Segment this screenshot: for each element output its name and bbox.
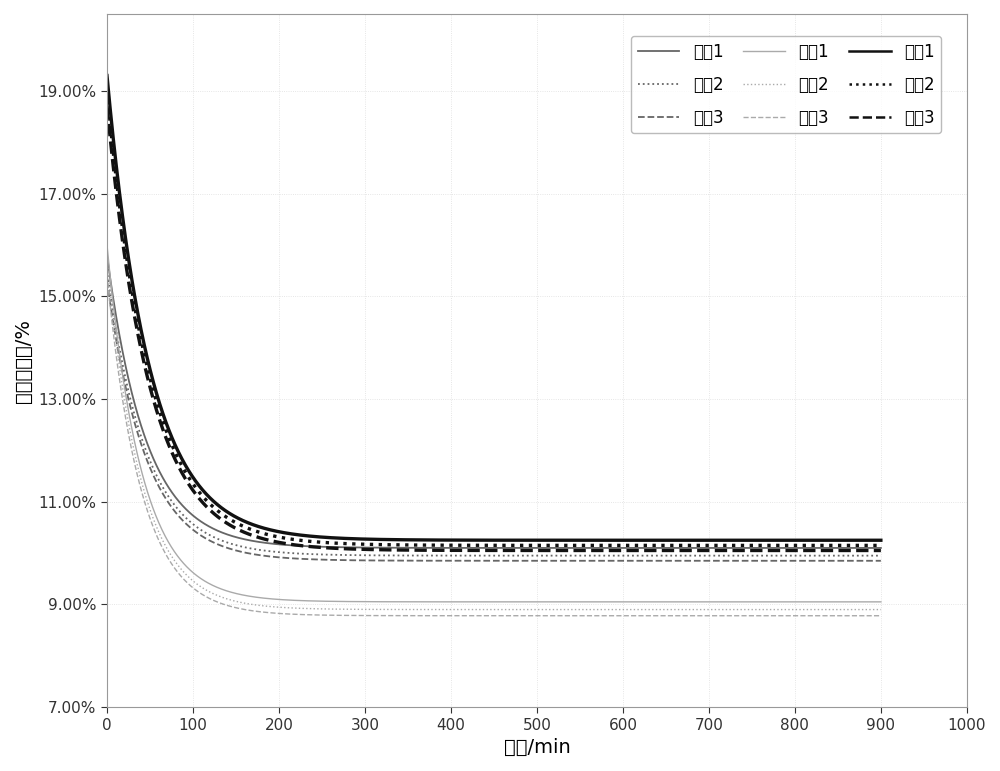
梗乒1 [477,536,489,545]
梗乒2 [477,540,489,550]
膨乒3 [710,611,722,621]
Line: 膨乒2: 膨乒2 [107,261,881,610]
叶乒3 [140,454,152,463]
梗乒1 [101,71,113,80]
膨乒3 [457,611,469,621]
叶乒3 [852,556,864,565]
叶乒1 [875,544,887,553]
梗乒3 [852,546,864,555]
膨乒3 [477,611,489,621]
Legend: 叶乒1, 叶乒2, 叶乒3, 膨乒1, 膨乒2, 膨乒3, 梗乒1, 梗乒2, 梗乒3: 叶乒1, 叶乒2, 叶乒3, 膨乒1, 膨乒2, 膨乒3, 梗乒1, 梗乒2, … [631,36,941,133]
Line: 叶乒2: 叶乒2 [107,271,881,556]
Line: 梗乒2: 梗乒2 [107,91,881,545]
梗乒3 [140,369,152,378]
叶乒2 [710,551,722,561]
叶乒1 [140,436,152,446]
梗乒3 [875,546,887,555]
叶乒3 [477,556,489,565]
叶乒1 [710,544,722,553]
Line: 梗乒1: 梗乒1 [107,76,881,540]
膨乒1 [140,484,152,493]
梗乒2 [875,540,887,550]
叶乒1 [477,544,489,553]
叶乒1 [457,544,469,553]
Y-axis label: 干基含水率/%: 干基含水率/% [14,318,33,402]
膨乒1 [852,598,864,607]
膨乒2 [710,605,722,614]
膨乒2 [875,605,887,614]
膨乒2 [852,605,864,614]
梗乒1 [875,536,887,545]
梗乒2 [140,359,152,369]
叶乒3 [875,556,887,565]
梗乒1 [140,350,152,359]
梗乒3 [852,546,864,555]
膨乒1 [457,598,469,607]
梗乒1 [457,536,469,545]
Line: 膨乒3: 膨乒3 [107,276,881,616]
叶乒1 [852,544,864,553]
梗乒2 [852,540,864,550]
膨乒1 [710,598,722,607]
膨乒1 [875,598,887,607]
梗乒1 [852,536,864,545]
膨乒3 [140,503,152,513]
膨乒3 [852,611,864,621]
梗乒2 [101,86,113,96]
膨乒1 [101,241,113,250]
叶乒2 [852,551,864,561]
叶乒2 [875,551,887,561]
叶乒2 [457,551,469,561]
膨乒2 [477,605,489,614]
叶乒1 [101,251,113,260]
膨乒2 [457,605,469,614]
叶乒1 [852,544,864,553]
Line: 叶乒1: 叶乒1 [107,255,881,548]
膨乒2 [852,605,864,614]
叶乒2 [477,551,489,561]
膨乒2 [101,256,113,265]
叶乒2 [101,266,113,275]
膨乒3 [101,271,113,281]
Line: 叶乒3: 叶乒3 [107,281,881,561]
叶乒3 [457,556,469,565]
Line: 膨乒1: 膨乒1 [107,245,881,602]
梗乒2 [457,540,469,550]
膨乒3 [852,611,864,621]
膨乒1 [477,598,489,607]
膨乒1 [852,598,864,607]
梗乒2 [852,540,864,550]
叶乒2 [140,447,152,456]
梗乒3 [477,546,489,555]
叶乒3 [101,276,113,285]
梗乒1 [710,536,722,545]
梗乒3 [101,102,113,111]
膨乒3 [875,611,887,621]
膨乒2 [140,494,152,503]
梗乒1 [852,536,864,545]
Line: 梗乒3: 梗乒3 [107,106,881,550]
梗乒3 [710,546,722,555]
叶乒2 [852,551,864,561]
梗乒2 [710,540,722,550]
梗乒3 [457,546,469,555]
叶乒3 [710,556,722,565]
叶乒3 [852,556,864,565]
X-axis label: 时间/min: 时间/min [504,738,570,757]
